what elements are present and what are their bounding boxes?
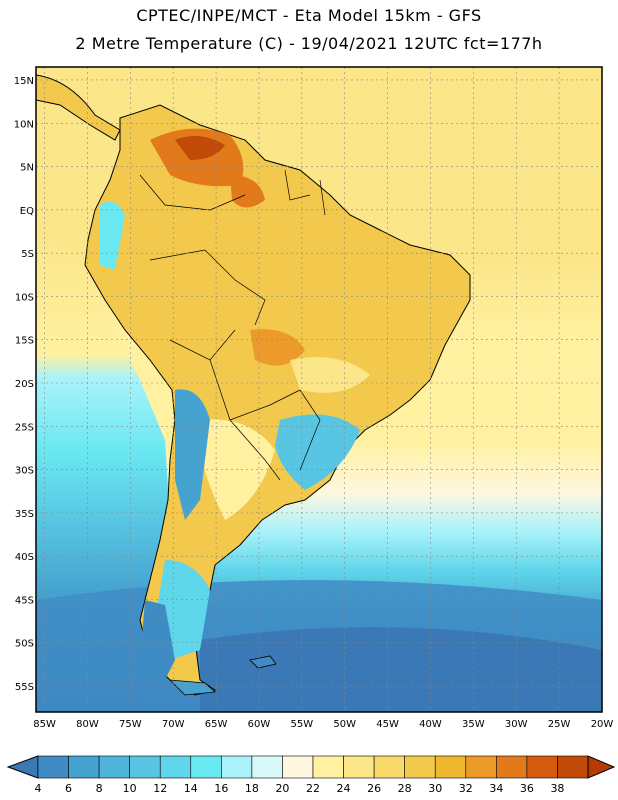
hot-area-mato-grosso — [250, 329, 305, 366]
lon-tick-label: 50W — [333, 719, 356, 730]
colorbar-swatch — [282, 755, 314, 779]
continent-south-america — [84, 104, 471, 696]
lon-tick-label: 65W — [205, 719, 228, 730]
falkland-islands — [249, 655, 277, 669]
colorbar-min-arrow — [6, 755, 39, 779]
colorbar-label: 6 — [65, 782, 73, 795]
lat-tick-label: 50S — [15, 639, 34, 650]
lat-tick-label: 5S — [21, 249, 34, 260]
colorbar-swatch — [343, 755, 375, 779]
lat-tick-label: 10N — [14, 119, 34, 130]
colorbar-swatch — [496, 755, 528, 779]
lon-tick-label: 20W — [591, 719, 614, 730]
colorbar-swatch — [373, 755, 405, 779]
lon-tick-label: 55W — [291, 719, 314, 730]
lon-tick-label: 60W — [248, 719, 271, 730]
tierra-del-fuego — [168, 679, 216, 696]
lon-tick-label: 25W — [548, 719, 571, 730]
hot-area-guyana — [230, 175, 265, 208]
colorbar-label: 18 — [244, 782, 259, 795]
colorbar-swatch — [434, 755, 467, 779]
lat-tick-label: 20S — [15, 379, 34, 390]
lon-tick-label: 80W — [76, 719, 99, 730]
colorbar-label: 4 — [34, 782, 42, 795]
cold-area-andes — [175, 389, 210, 520]
colorbar-swatch — [251, 755, 283, 779]
graticule — [36, 67, 602, 712]
colorbar-label: 28 — [397, 782, 412, 795]
cool-area-southern-brazil — [275, 414, 360, 490]
map-frame — [35, 66, 603, 713]
colorbar-label: 26 — [367, 782, 382, 795]
colorbar-label: 8 — [95, 782, 103, 795]
lat-tick-label: 30S — [15, 466, 34, 477]
colorbar-swatch — [68, 755, 100, 779]
lon-tick-label: 70W — [162, 719, 185, 730]
central-america — [36, 74, 121, 141]
title-line-2: 2 Metre Temperature (C) - 19/04/2021 12U… — [75, 34, 543, 53]
lat-tick-label: 25S — [15, 422, 34, 433]
colorbar — [6, 755, 616, 779]
colorbar-label: 16 — [214, 782, 229, 795]
colorbar-label: 32 — [458, 782, 473, 795]
colorbar-swatch — [221, 755, 253, 779]
colorbar-label: 14 — [183, 782, 198, 795]
lon-tick-label: 30W — [505, 719, 528, 730]
lat-tick-label: 15S — [15, 336, 34, 347]
colorbar-swatch — [526, 755, 558, 779]
lat-tick-label: 15N — [14, 76, 34, 87]
colorbar-label: 34 — [489, 782, 504, 795]
colorbar-swatch — [312, 755, 344, 779]
lat-tick-label: 10S — [15, 292, 34, 303]
colorbar-label: 10 — [122, 782, 137, 795]
lat-tick-label: 40S — [15, 552, 34, 563]
axis-ticks: 15N 10N 5N EQ 5S 10S 15S 20S 25S 30S 35S 40S 45S 50S 5… — [14, 76, 614, 730]
colorbar-swatch — [129, 755, 161, 779]
colorbar-label: 30 — [428, 782, 443, 795]
colorbar-swatch — [190, 755, 222, 779]
lat-tick-label: 35S — [15, 509, 34, 520]
colorbar-max-arrow — [587, 755, 616, 779]
lat-tick-label: 45S — [15, 595, 34, 606]
lon-tick-label: 45W — [376, 719, 399, 730]
lon-tick-label: 75W — [119, 719, 142, 730]
colorbar-label: 38 — [550, 782, 565, 795]
lon-tick-label: 40W — [419, 719, 442, 730]
colorbar-label: 12 — [153, 782, 168, 795]
colorbar-swatch — [159, 755, 192, 779]
colorbar-label: 24 — [336, 782, 351, 795]
map-canvas — [36, 67, 602, 712]
colorbar-swatch — [404, 755, 436, 779]
colorbar-swatch — [557, 755, 589, 779]
lon-tick-label: 85W — [33, 719, 56, 730]
lat-tick-label: 55S — [15, 682, 34, 693]
colorbar-swatch — [98, 755, 130, 779]
hottest-area — [175, 136, 225, 160]
title-line-1: CPTEC/INPE/MCT - Eta Model 15km - GFS — [136, 6, 482, 25]
colorbar-label: 36 — [519, 782, 534, 795]
lat-tick-label: EQ — [20, 206, 34, 217]
colorbar-swatch — [37, 755, 69, 779]
warm-area-south-brazil — [290, 357, 370, 393]
colorbar-swatch — [465, 755, 497, 779]
ocean-south-coldest — [200, 627, 602, 712]
colorbar-label: 22 — [306, 782, 320, 795]
lon-tick-label: 35W — [462, 719, 485, 730]
colorbar-label: 20 — [275, 782, 290, 795]
cold-area-southern-andes — [140, 600, 175, 690]
lat-tick-label: 5N — [20, 163, 34, 174]
